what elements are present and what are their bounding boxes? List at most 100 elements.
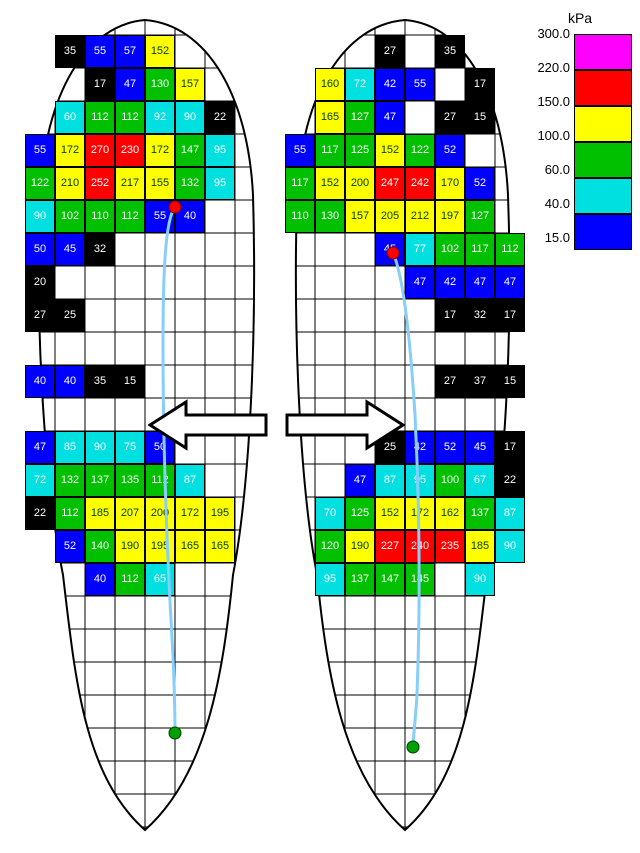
legend-swatch <box>574 106 632 142</box>
pressure-cell: 140 <box>85 530 115 563</box>
pressure-cell: 90 <box>85 431 115 464</box>
pressure-cell: 112 <box>145 464 175 497</box>
pressure-cell: 47 <box>375 101 405 134</box>
pressure-cell: 137 <box>345 563 375 596</box>
pressure-cell: 227 <box>375 530 405 563</box>
pressure-cell: 132 <box>175 167 205 200</box>
pressure-cell: 20 <box>25 266 55 299</box>
pressure-cell: 130 <box>145 68 175 101</box>
pressure-cell: 45 <box>465 431 495 464</box>
pressure-cell: 122 <box>405 134 435 167</box>
pressure-cell: 40 <box>55 365 85 398</box>
pressure-cell: 17 <box>495 299 525 332</box>
pressure-cell: 17 <box>495 431 525 464</box>
pressure-cell: 185 <box>85 497 115 530</box>
pressure-cell: 52 <box>435 431 465 464</box>
pressure-cell: 170 <box>435 167 465 200</box>
pressure-cell: 117 <box>465 233 495 266</box>
pressure-cell: 137 <box>85 464 115 497</box>
pressure-cell: 25 <box>55 299 85 332</box>
pressure-cell: 270 <box>85 134 115 167</box>
pressure-cell: 95 <box>205 134 235 167</box>
pressure-cell: 55 <box>25 134 55 167</box>
pressure-cell: 110 <box>85 200 115 233</box>
pressure-cell: 172 <box>145 134 175 167</box>
plantar-pressure-map: { "unit": "kPa", "canvas": {"width":640,… <box>0 0 640 853</box>
pressure-cell: 195 <box>145 530 175 563</box>
pressure-cell: 235 <box>435 530 465 563</box>
pressure-cell: 147 <box>375 563 405 596</box>
pressure-cell: 47 <box>465 266 495 299</box>
pressure-cell: 72 <box>345 68 375 101</box>
pressure-cell: 42 <box>405 431 435 464</box>
pressure-cell: 122 <box>25 167 55 200</box>
pressure-cell: 60 <box>55 101 85 134</box>
legend-value: 60.0 <box>545 162 570 177</box>
pressure-cell: 152 <box>375 497 405 530</box>
pressure-cell: 77 <box>405 233 435 266</box>
pressure-cell: 200 <box>345 167 375 200</box>
pressure-cell: 147 <box>175 134 205 167</box>
pressure-cell: 47 <box>405 266 435 299</box>
pressure-cell: 55 <box>145 200 175 233</box>
pressure-cell: 112 <box>495 233 525 266</box>
pressure-cell: 35 <box>435 35 465 68</box>
pressure-cell: 90 <box>25 200 55 233</box>
pressure-cell: 172 <box>175 497 205 530</box>
pressure-cell: 165 <box>315 101 345 134</box>
pressure-cell: 90 <box>465 563 495 596</box>
legend-swatch <box>574 142 632 178</box>
pressure-cell: 92 <box>145 101 175 134</box>
pressure-cell: 15 <box>495 365 525 398</box>
legend-swatch <box>574 178 632 214</box>
pressure-cell: 160 <box>315 68 345 101</box>
pressure-cell: 15 <box>465 101 495 134</box>
pressure-cell: 67 <box>465 464 495 497</box>
pressure-cell: 127 <box>465 200 495 233</box>
pressure-cell: 112 <box>115 101 145 134</box>
pressure-cell: 22 <box>25 497 55 530</box>
pressure-cell: 190 <box>115 530 145 563</box>
lateral-arrow-right <box>285 398 405 452</box>
pressure-cell: 42 <box>375 68 405 101</box>
pressure-cell: 117 <box>285 167 315 200</box>
pressure-cell: 165 <box>205 530 235 563</box>
pressure-cell: 205 <box>375 200 405 233</box>
pressure-cell: 112 <box>115 563 145 596</box>
pressure-cell: 157 <box>175 68 205 101</box>
pressure-cell: 17 <box>465 68 495 101</box>
legend-swatch <box>574 70 632 106</box>
legend-value: 300.0 <box>537 26 570 41</box>
pressure-cell: 87 <box>495 497 525 530</box>
pressure-cell: 125 <box>345 497 375 530</box>
pressure-cell: 210 <box>55 167 85 200</box>
pressure-cell: 27 <box>435 365 465 398</box>
pressure-cell: 40 <box>175 200 205 233</box>
pressure-cell: 40 <box>85 563 115 596</box>
pressure-cell: 120 <box>315 530 345 563</box>
pressure-cell: 57 <box>115 35 145 68</box>
pressure-cell: 125 <box>345 134 375 167</box>
legend-value: 100.0 <box>537 128 570 143</box>
pressure-cell: 112 <box>85 101 115 134</box>
pressure-cell: 47 <box>345 464 375 497</box>
pressure-cell: 172 <box>55 134 85 167</box>
legend-swatch <box>574 34 632 70</box>
pressure-cell: 242 <box>405 167 435 200</box>
pressure-cell: 47 <box>495 266 525 299</box>
pressure-cell: 50 <box>25 233 55 266</box>
pressure-cell: 35 <box>55 35 85 68</box>
pressure-cell: 95 <box>405 464 435 497</box>
pressure-cell: 217 <box>115 167 145 200</box>
pressure-cell: 240 <box>405 530 435 563</box>
pressure-cell: 17 <box>435 299 465 332</box>
pressure-cell: 35 <box>85 365 115 398</box>
pressure-cell: 112 <box>55 497 85 530</box>
pressure-cell: 32 <box>465 299 495 332</box>
pressure-cell: 95 <box>205 167 235 200</box>
pressure-cell: 212 <box>405 200 435 233</box>
pressure-cell: 85 <box>55 431 85 464</box>
pressure-cell: 162 <box>435 497 465 530</box>
legend-value: 220.0 <box>537 60 570 75</box>
pressure-cell: 102 <box>435 233 465 266</box>
